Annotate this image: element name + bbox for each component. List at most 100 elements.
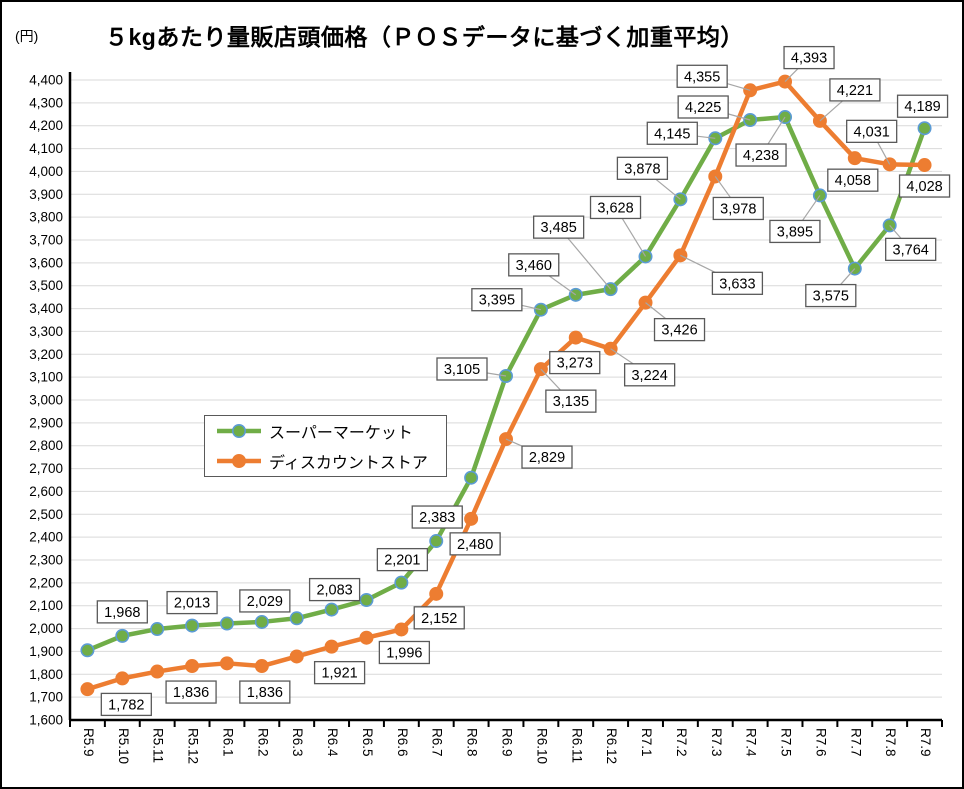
x-axis-label: R6.1 — [220, 728, 235, 757]
legend-marker-supermarket-icon — [217, 424, 261, 438]
data-point-marker — [185, 659, 200, 674]
x-axis-label: R6.2 — [255, 728, 270, 757]
data-label-value: 3,895 — [777, 224, 813, 240]
x-axis-label: R5.12 — [186, 728, 201, 764]
data-label-value: 3,878 — [624, 161, 660, 177]
data-label-value: 2,201 — [384, 553, 420, 569]
data-label-box — [239, 589, 291, 613]
data-point-marker — [429, 534, 444, 549]
x-axis-label: R7.9 — [918, 728, 933, 757]
data-label-box — [646, 121, 698, 145]
y-axis-label: 4,300 — [29, 95, 63, 110]
data-label-value: 1,782 — [108, 697, 144, 713]
y-axis-label: 1,700 — [29, 690, 63, 705]
data-point-marker — [498, 432, 513, 447]
data-label-value: 3,485 — [540, 220, 576, 236]
y-axis-label: 2,300 — [29, 553, 63, 568]
data-label-value: 3,460 — [516, 258, 552, 274]
data-label-box — [471, 288, 523, 312]
data-point-marker — [917, 158, 932, 173]
y-axis-label: 3,600 — [29, 255, 63, 270]
data-label-value: 4,145 — [654, 126, 690, 142]
y-axis-label: 4,000 — [29, 164, 63, 179]
x-axis-label: R6.6 — [395, 728, 410, 757]
data-label-box — [846, 119, 898, 143]
data-label-value: 4,189 — [904, 99, 940, 115]
data-label-value: 3,105 — [444, 362, 480, 378]
x-axis-label: R6.12 — [604, 728, 619, 764]
data-point-marker — [568, 330, 583, 345]
legend-label-discount-store: ディスカウントストア — [269, 455, 428, 472]
data-label-box — [623, 363, 676, 387]
data-label-box — [898, 174, 951, 198]
data-label-box — [411, 505, 463, 529]
data-label-box — [308, 577, 361, 602]
x-axis-label: R7.1 — [639, 728, 654, 757]
y-axis-label: 3,300 — [29, 324, 63, 339]
data-point-marker — [324, 639, 339, 654]
data-label-value: 3,135 — [553, 394, 589, 410]
data-label-box — [239, 680, 291, 704]
x-axis-label: R5.9 — [81, 728, 96, 757]
data-label-value: 3,224 — [631, 368, 667, 384]
data-label-box — [166, 590, 218, 615]
data-label-box — [885, 237, 937, 262]
y-axis-label: 3,900 — [29, 187, 63, 202]
data-point-marker — [150, 622, 165, 637]
data-label-box — [783, 45, 835, 70]
y-axis-label: 2,500 — [29, 507, 63, 522]
data-point-marker — [115, 671, 130, 686]
data-label-box — [100, 692, 152, 717]
data-label-value: 4,238 — [743, 148, 779, 164]
data-point-marker — [219, 616, 234, 631]
data-label-value: 2,029 — [247, 594, 283, 610]
data-point-marker — [80, 643, 95, 658]
data-point-marker — [743, 83, 758, 98]
data-label-box — [449, 532, 501, 556]
data-label-box — [589, 195, 642, 220]
y-axis-label: 1,600 — [29, 713, 63, 728]
y-axis-label: 2,700 — [29, 461, 63, 476]
y-axis-label: 3,500 — [29, 278, 63, 293]
y-axis-label: 3,200 — [29, 347, 63, 362]
x-axis-label: R6.8 — [465, 728, 480, 757]
data-label-box — [616, 156, 669, 180]
y-axis-label: 2,900 — [29, 415, 63, 430]
data-point-marker — [254, 614, 269, 629]
data-point-marker — [324, 602, 339, 617]
data-label-value: 4,058 — [835, 173, 871, 189]
data-label-value: 3,628 — [597, 200, 633, 216]
series-line-0 — [85, 114, 927, 653]
x-axis-label: R7.3 — [709, 728, 724, 757]
data-point-marker — [917, 121, 932, 136]
data-point-marker — [394, 575, 409, 590]
y-axis-label: 2,600 — [29, 484, 63, 499]
data-point-marker — [464, 511, 479, 526]
y-axis-label: 4,400 — [29, 73, 63, 88]
data-point-marker — [289, 649, 304, 664]
chart-title: ５kgあたり量販店頭価格（ＰＯＳデータに基づく加重平均） — [105, 24, 744, 50]
data-label-value: 2,083 — [316, 583, 352, 599]
y-axis-label: 3,400 — [29, 301, 63, 316]
legend-item-discount-store: ディスカウントストア — [215, 449, 446, 473]
data-label-value: 2,013 — [174, 596, 210, 612]
y-axis-label: 1,800 — [29, 667, 63, 682]
data-label-value: 4,221 — [837, 83, 873, 99]
data-point-marker — [289, 611, 304, 626]
y-axis-label: 2,200 — [29, 575, 63, 590]
data-label-value: 1,921 — [321, 666, 357, 682]
data-label-box — [436, 357, 488, 381]
y-axis-label: 3,100 — [29, 370, 63, 385]
x-axis-label: R6.9 — [500, 728, 515, 757]
chart-legend: スーパーマーケット ディスカウントストア — [204, 415, 447, 477]
data-label-value: 1,836 — [247, 685, 283, 701]
data-label-box — [805, 283, 857, 308]
data-label-box — [653, 317, 706, 342]
data-label-box — [896, 94, 949, 118]
x-axis-label: R7.7 — [848, 728, 863, 757]
data-label-box — [735, 143, 787, 167]
data-label-box — [827, 168, 879, 192]
y-axis-unit-label: (円) — [15, 28, 39, 44]
data-label-box — [769, 219, 821, 244]
data-label-value: 2,152 — [421, 611, 457, 627]
